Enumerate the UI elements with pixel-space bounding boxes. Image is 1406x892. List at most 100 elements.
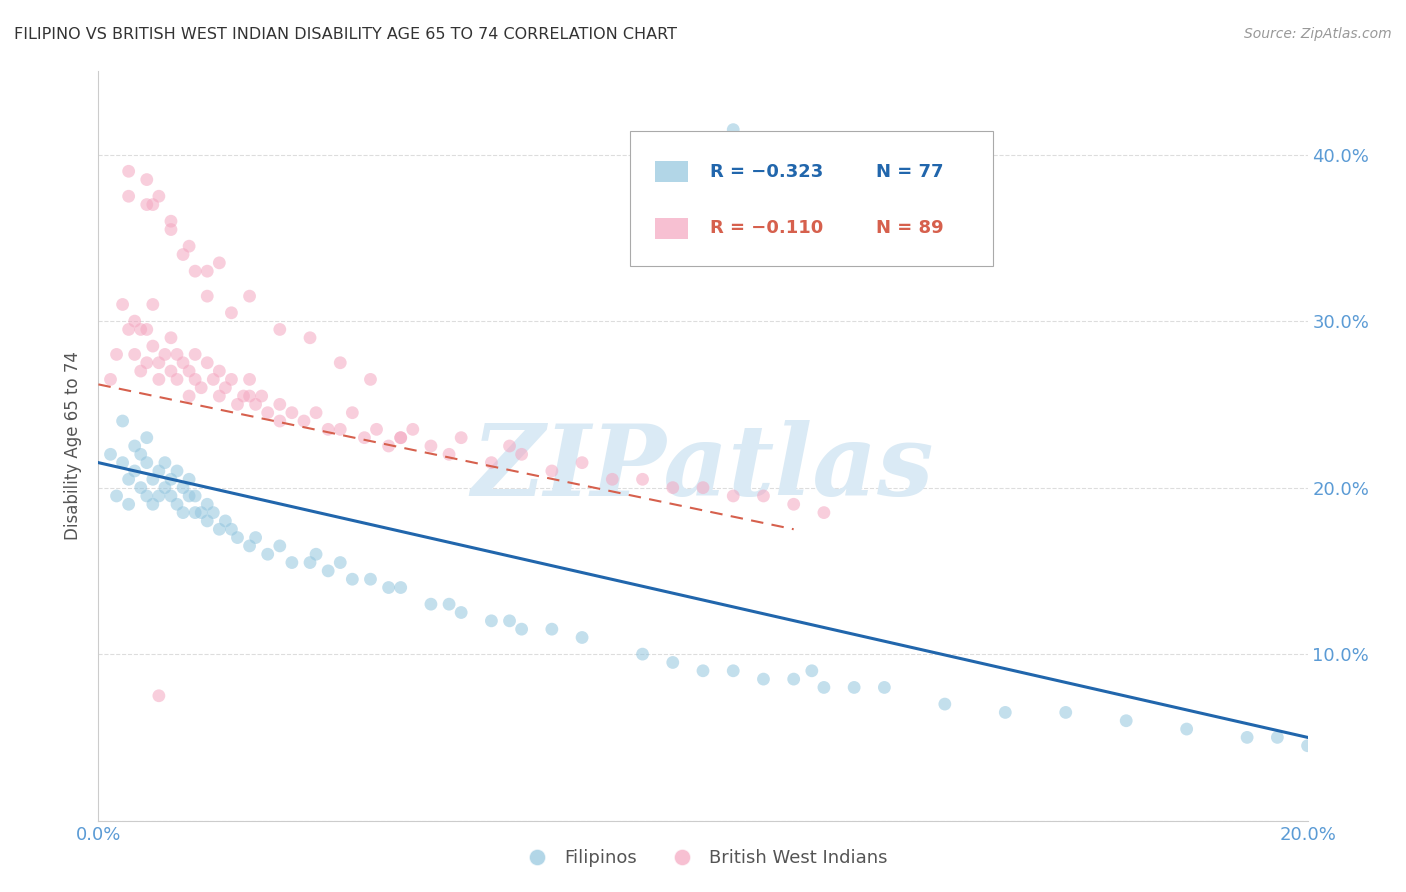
Point (994, 706, 1017, 720)
Point (221, 372, 243, 386)
Point (316, 422, 339, 436)
FancyBboxPatch shape (655, 218, 689, 239)
Point (631, 472, 654, 486)
Text: Source: ZipAtlas.com: Source: ZipAtlas.com (1244, 27, 1392, 41)
Point (239, 372, 262, 386)
Point (245, 531, 267, 545)
Point (226, 531, 249, 545)
Text: N = 89: N = 89 (876, 219, 943, 237)
Point (221, 522, 243, 536)
Point (148, 356, 170, 370)
Point (245, 397, 267, 411)
Point (172, 247, 194, 261)
Point (342, 406, 364, 420)
Point (389, 431, 412, 445)
Point (118, 164, 141, 178)
Point (124, 347, 146, 361)
Point (571, 456, 593, 470)
Point (129, 364, 152, 378)
Point (226, 397, 249, 411)
Point (389, 581, 412, 595)
Point (142, 339, 165, 353)
Point (360, 572, 382, 586)
Point (160, 364, 183, 378)
FancyBboxPatch shape (655, 161, 689, 182)
Point (135, 489, 157, 503)
Point (402, 422, 425, 436)
Point (179, 239, 201, 253)
Point (269, 322, 291, 336)
Point (752, 672, 775, 686)
Text: FILIPINO VS BRITISH WEST INDIAN DISABILITY AGE 65 TO 74 CORRELATION CHART: FILIPINO VS BRITISH WEST INDIAN DISABILI… (14, 27, 678, 42)
Point (239, 289, 262, 303)
Point (111, 456, 134, 470)
Point (129, 447, 152, 461)
Legend: Filipinos, British West Indians: Filipinos, British West Indians (512, 842, 894, 874)
Point (934, 697, 956, 711)
Point (208, 256, 231, 270)
Point (813, 506, 835, 520)
Point (281, 406, 304, 420)
Point (692, 664, 714, 678)
Text: R = −0.323: R = −0.323 (710, 162, 824, 181)
Point (208, 364, 231, 378)
Point (179, 472, 201, 486)
Point (142, 197, 165, 211)
Point (184, 347, 207, 361)
Point (437, 597, 460, 611)
Point (179, 364, 201, 378)
Point (135, 322, 157, 336)
Point (148, 689, 170, 703)
Point (269, 414, 291, 428)
FancyBboxPatch shape (630, 131, 993, 266)
Point (160, 222, 183, 236)
Point (571, 631, 593, 645)
Point (214, 381, 236, 395)
Point (250, 389, 273, 403)
Point (299, 331, 322, 345)
Point (118, 472, 141, 486)
Point (305, 547, 328, 561)
Point (184, 264, 207, 278)
Point (316, 564, 339, 578)
Point (166, 372, 188, 386)
Point (661, 481, 683, 495)
Point (153, 347, 176, 361)
Point (208, 522, 231, 536)
Point (160, 331, 183, 345)
Point (540, 464, 562, 478)
Point (124, 439, 146, 453)
Point (100, 447, 122, 461)
Point (783, 672, 806, 686)
Point (111, 297, 134, 311)
Point (1175, 722, 1198, 736)
Point (124, 314, 146, 328)
Point (184, 489, 207, 503)
Point (124, 464, 146, 478)
Point (498, 614, 520, 628)
Point (148, 189, 170, 203)
Point (342, 572, 364, 586)
Point (305, 406, 328, 420)
Point (723, 489, 745, 503)
Point (195, 497, 218, 511)
Point (148, 489, 170, 503)
Point (353, 431, 375, 445)
Point (450, 431, 472, 445)
Point (129, 322, 152, 336)
Point (813, 681, 835, 695)
Point (166, 347, 188, 361)
Point (118, 497, 141, 511)
Point (118, 322, 141, 336)
Point (142, 497, 165, 511)
Point (366, 422, 388, 436)
Point (160, 214, 183, 228)
Point (389, 431, 412, 445)
Text: R = −0.110: R = −0.110 (710, 219, 824, 237)
Point (239, 539, 262, 553)
Point (166, 497, 188, 511)
Point (118, 189, 141, 203)
Point (450, 606, 472, 620)
Point (148, 372, 170, 386)
Point (135, 197, 157, 211)
